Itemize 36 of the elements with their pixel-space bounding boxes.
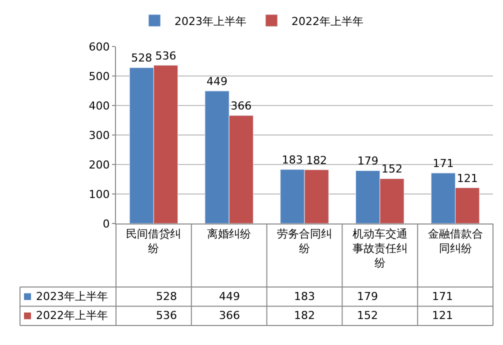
data-label: 171 xyxy=(432,290,453,303)
text: 152 xyxy=(381,162,402,176)
data-label: 179 xyxy=(357,290,378,303)
x-tick-label: 劳务合同纠纷 xyxy=(277,228,332,255)
x-tick-label: 金融借款合同纠纷 xyxy=(428,228,483,255)
text: 2022年上半年 xyxy=(36,309,108,322)
y-tick-label: 400 xyxy=(88,99,110,112)
y-tick-label: 500 xyxy=(88,70,110,83)
y-tick-label: 200 xyxy=(88,158,110,172)
legend-label: 2022年上半年 xyxy=(292,14,364,28)
text: 536 xyxy=(155,49,176,62)
text: 449 xyxy=(206,74,228,88)
data-label: 183 xyxy=(294,290,315,303)
y-tick-label: 100 xyxy=(88,188,110,201)
legend-label: 2023年上半年 xyxy=(174,14,246,28)
data-label: 121 xyxy=(432,309,453,322)
text: 2023年上半年 xyxy=(36,290,108,303)
text: 171 xyxy=(432,157,454,170)
data-label: 528 xyxy=(156,290,177,303)
x-tick-label: 机动车交通事故责任纠纷 xyxy=(352,228,408,270)
data-label: 182 xyxy=(294,309,315,322)
text: 179 xyxy=(357,154,378,168)
data-label: 536 xyxy=(156,309,177,322)
text: 182 xyxy=(306,154,328,167)
data-label: 449 xyxy=(219,290,240,303)
y-tick-label: 300 xyxy=(88,128,110,142)
data-label: 152 xyxy=(357,309,378,322)
data-label: 366 xyxy=(219,309,240,322)
y-tick-label: 0 xyxy=(102,217,110,230)
text: 183 xyxy=(282,153,303,166)
x-tick-label: 离婚纠纷 xyxy=(207,228,252,241)
x-tick-label: 民间借贷纠纷 xyxy=(126,228,182,255)
text: 366 xyxy=(230,99,252,112)
text: 528 xyxy=(131,52,152,65)
text: 121 xyxy=(456,172,478,185)
y-tick-label: 600 xyxy=(88,40,110,54)
